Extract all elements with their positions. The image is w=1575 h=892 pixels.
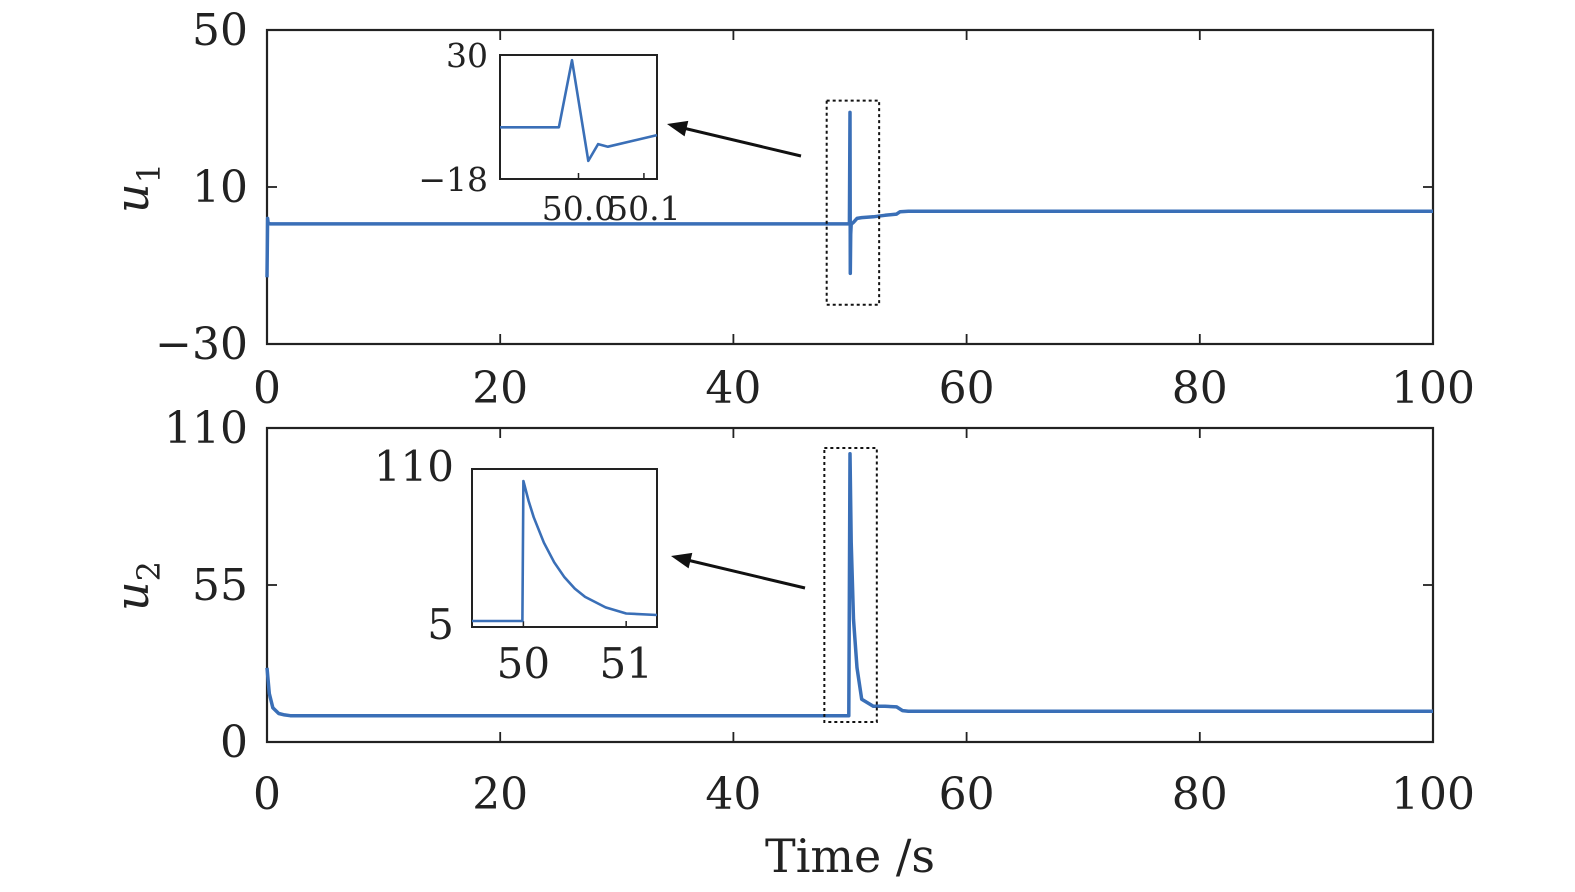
inset-frame bbox=[499, 54, 658, 180]
inset-plot: 50 51 110 5 bbox=[374, 442, 658, 688]
inset-frame bbox=[471, 468, 658, 628]
inset-y-tick-label: 110 bbox=[374, 442, 454, 491]
y-tick-label: 55 bbox=[192, 560, 248, 611]
y-tick-label: 0 bbox=[220, 717, 248, 768]
zoom-arrow-head bbox=[671, 552, 693, 569]
zoom-region-box bbox=[823, 446, 878, 724]
series-line bbox=[265, 110, 1433, 278]
y-axis-label-symbol: u bbox=[105, 183, 159, 213]
inset-plot: 50.050.1 30 −18 bbox=[418, 36, 680, 228]
y-axis-label-symbol: u bbox=[105, 581, 159, 611]
x-tick-label: 80 bbox=[1172, 363, 1228, 414]
x-tick-label: 60 bbox=[939, 363, 995, 414]
inset-y-tick-label: −18 bbox=[418, 160, 488, 199]
y-tick-label: 110 bbox=[164, 403, 248, 454]
x-axis-label: Time /s bbox=[765, 829, 935, 883]
zoom-region-box bbox=[825, 99, 881, 306]
inset-y-tick-label: 5 bbox=[427, 600, 454, 649]
y-axis-label-subscript: 1 bbox=[130, 163, 168, 183]
x-tick-label: 20 bbox=[472, 363, 528, 414]
x-tick-label: 100 bbox=[1391, 363, 1475, 414]
y-tick-label: 50 bbox=[192, 5, 248, 56]
x-tick-label: 60 bbox=[939, 769, 995, 820]
x-tick-label: 80 bbox=[1172, 769, 1228, 820]
inset-x-tick-label: 50 bbox=[497, 639, 550, 688]
zoom-arrow-shaft bbox=[678, 125, 802, 158]
inset-x-tick-label: 51 bbox=[599, 639, 652, 688]
x-tick-label: 0 bbox=[253, 363, 281, 414]
x-tick-label: 100 bbox=[1391, 769, 1475, 820]
inset-x-tick-label: 50.0 bbox=[542, 189, 615, 228]
inset-x-tick-label: 50.1 bbox=[607, 189, 680, 228]
panel-u2: 0 20 40 60 80 100 110 55 0 u2 50 51 110 5 bbox=[105, 403, 1475, 820]
y-axis-label: u2 bbox=[105, 561, 168, 611]
x-tick-label: 40 bbox=[705, 769, 761, 820]
series-line bbox=[265, 451, 1433, 718]
panel-u1: 0 20 40 60 80 100 50 10 −30 u1 50.050.1 30 −18 bbox=[105, 5, 1475, 414]
inset-series-line bbox=[500, 58, 658, 163]
inset-series-line bbox=[472, 479, 658, 623]
x-tick-label: 0 bbox=[253, 769, 281, 820]
zoom-arrow-head bbox=[667, 120, 689, 137]
y-tick-label: 10 bbox=[192, 162, 248, 213]
y-axis-label-subscript: 2 bbox=[130, 561, 168, 581]
inset-y-tick-label: 30 bbox=[446, 36, 488, 75]
x-tick-label: 20 bbox=[472, 769, 528, 820]
x-tick-label: 40 bbox=[705, 363, 761, 414]
y-axis-label: u1 bbox=[105, 163, 168, 213]
zoom-arrow-shaft bbox=[682, 557, 806, 590]
y-tick-label: −30 bbox=[155, 319, 248, 370]
